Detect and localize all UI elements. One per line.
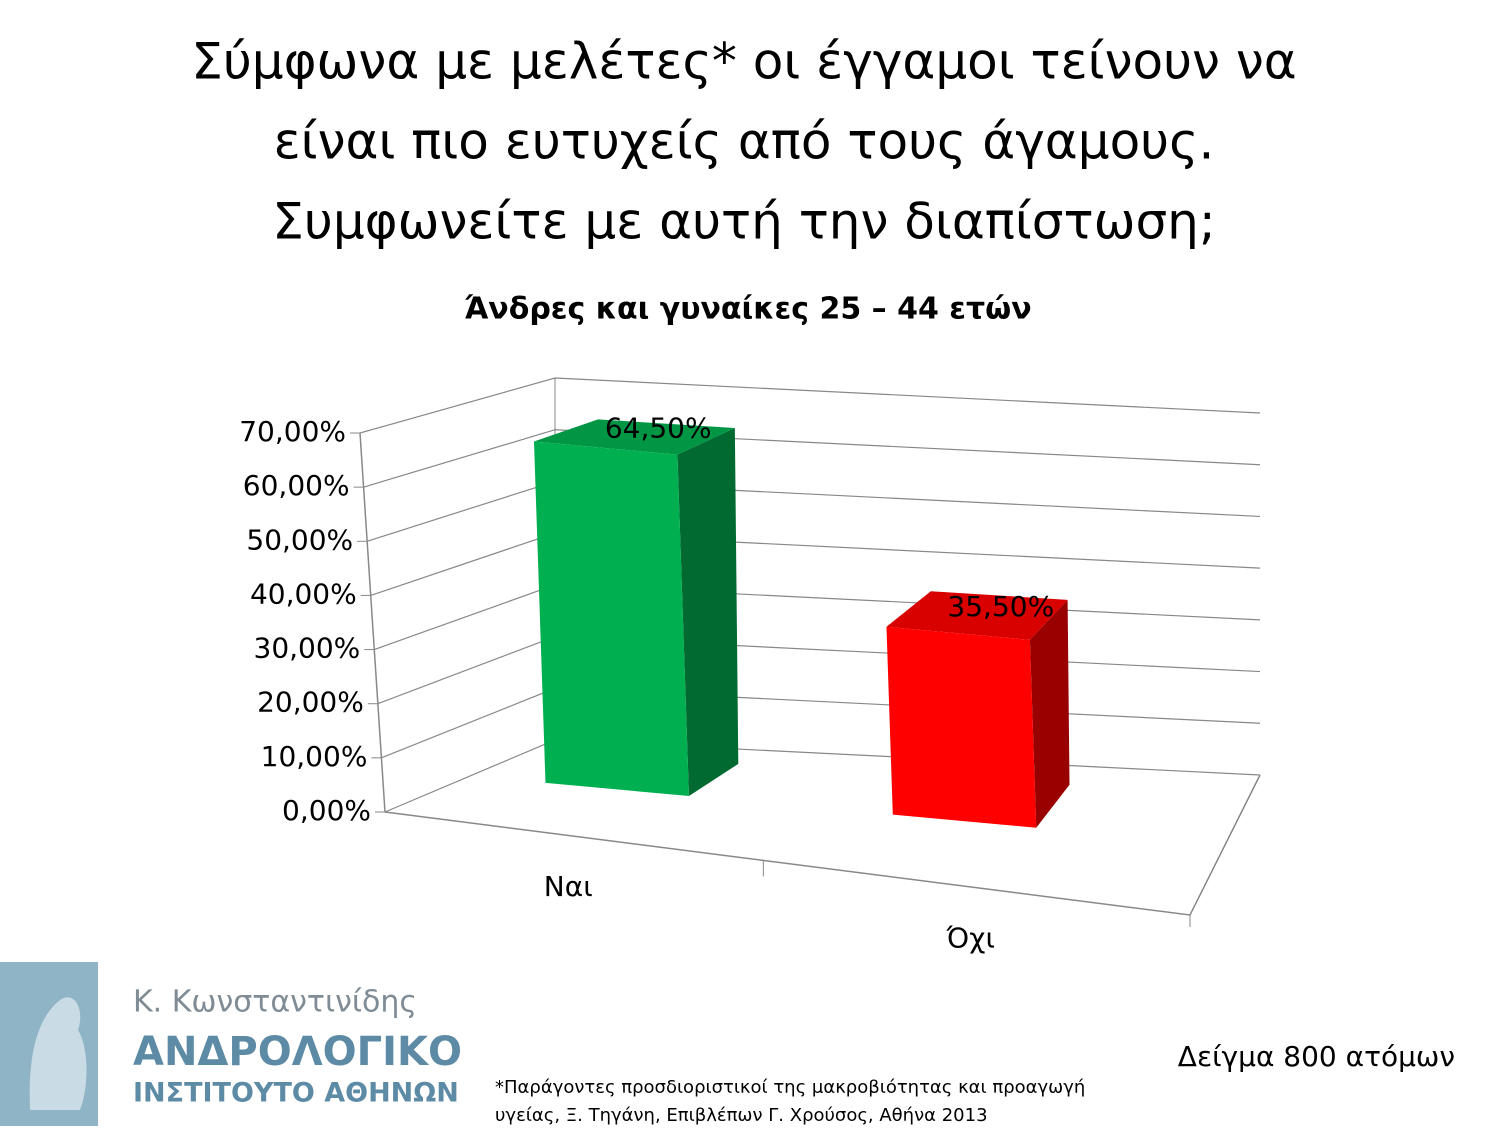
x-tick-label: Ναι [544, 870, 593, 903]
floor-edge [384, 774, 1261, 916]
logo-name: ΑΝΔΡΟΛΟΓΙΚΟ [133, 1029, 462, 1075]
logo-figure [29, 997, 87, 1110]
y-tick-label: 10,00% [261, 740, 368, 773]
logo-author: Κ. Κωνσταντινίδης [133, 985, 417, 1020]
grid-line [359, 377, 1261, 434]
value-axis [359, 432, 386, 813]
bar-side [677, 428, 739, 797]
x-tick-label: Όχι [946, 921, 995, 954]
y-tick-label: 40,00% [250, 577, 357, 610]
grid-line [366, 480, 1261, 542]
logo-name: ΙΝΣΤΙΤΟΥΤΟ ΑΘΗΝΩΝ [133, 1078, 459, 1109]
grid-line [374, 584, 1261, 651]
sample-note: Δείγμα 800 ατόμων [1178, 1040, 1455, 1073]
bar [886, 626, 1037, 828]
subtitle: Άνδρες και γυναίκες 25 – 44 ετών [464, 292, 1031, 327]
grid-line [377, 635, 1261, 705]
title-line: είναι πιο ευτυχείς από τους άγαμους. [274, 113, 1215, 171]
title-line: Σύμφωνα με μελέτες* οι έγγαμοι τείνουν ν… [191, 33, 1297, 91]
y-tick-label: 70,00% [239, 415, 346, 448]
bar [533, 441, 689, 797]
bar-top [886, 591, 1068, 640]
grid-line [381, 687, 1261, 759]
bar-top [533, 419, 735, 455]
title-line: Συμφωνείτε με αυτή την διαπίστωση; [272, 193, 1215, 251]
footnote: *Παράγοντες προσδιοριστικοί της μακροβιό… [495, 1077, 1085, 1098]
y-tick-label: 20,00% [257, 686, 364, 719]
y-tick-label: 0,00% [282, 794, 371, 827]
y-tick-label: 50,00% [246, 523, 353, 556]
y-tick-label: 60,00% [243, 469, 350, 502]
y-tick-label: 30,00% [254, 632, 361, 665]
chart: 0,00% 10,00% 20,00% 30,00% 40,00% 50,00% 60,00… [239, 377, 1261, 954]
grid-line [363, 429, 1261, 488]
bar-side [1029, 599, 1070, 828]
footnote: υγείας, Ξ. Τηγάνη, Επιβλέπων Γ. Χρούσος,… [495, 1105, 988, 1126]
value-label: 64,50% [605, 412, 712, 445]
value-label: 35,50% [947, 590, 1054, 623]
grid-line [384, 739, 1261, 813]
grid-line [370, 532, 1261, 596]
